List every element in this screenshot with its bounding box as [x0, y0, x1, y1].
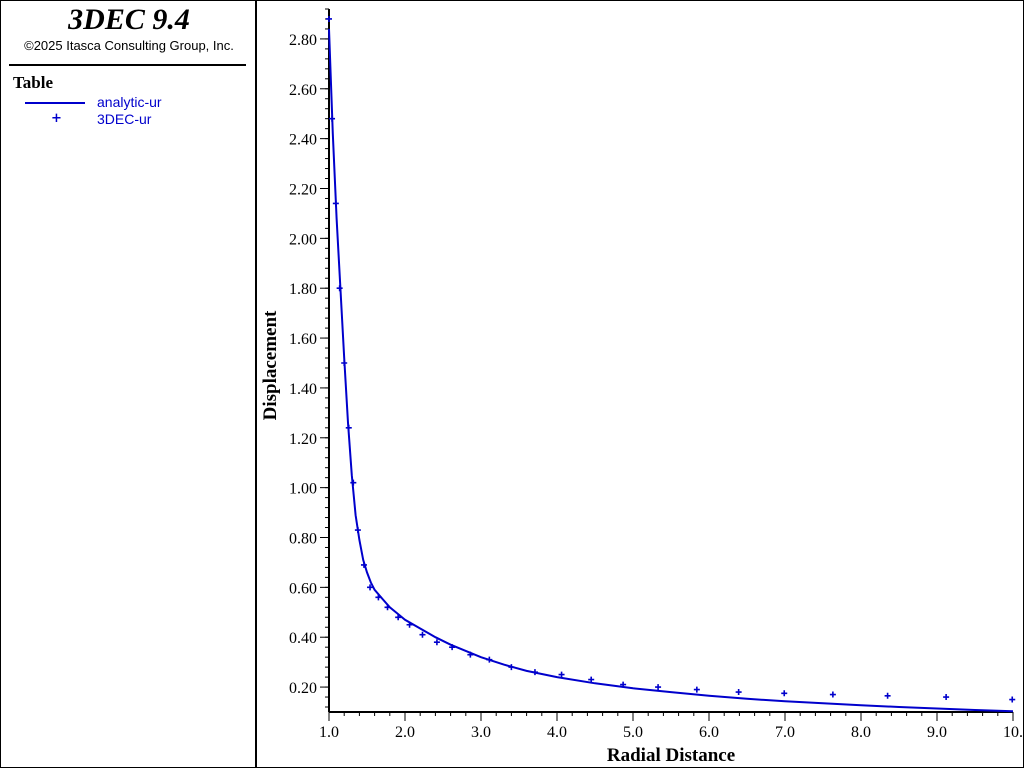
data-point — [781, 690, 788, 697]
data-point — [395, 614, 402, 621]
chart-area: 0.20 0.40 0.60 0.80 1.00 1.20 1.40 1.60 1.80 2.00… — [260, 8, 1023, 766]
y-axis-label: Displacement — [260, 310, 281, 420]
data-point — [360, 561, 367, 568]
legend-label: analytic-ur — [97, 94, 162, 110]
data-point — [367, 584, 374, 591]
app-title: 3DEC 9.4 — [68, 3, 190, 36]
data-point — [419, 631, 426, 638]
data-point — [486, 656, 493, 663]
copyright-text: ©2025 Itasca Consulting Group, Inc. — [24, 38, 234, 53]
axes — [328, 9, 1013, 713]
x-tick-label: 10. — [1003, 724, 1023, 741]
line-swatch-icon — [25, 102, 85, 104]
data-point — [508, 664, 515, 671]
data-point — [329, 115, 336, 122]
data-point — [655, 684, 662, 691]
x-tick-label: 6.0 — [699, 724, 719, 741]
data-point — [1009, 696, 1016, 703]
x-tick-label: 3.0 — [471, 724, 491, 741]
data-point — [326, 15, 332, 22]
y-tick-label: 2.60 — [289, 82, 317, 99]
data-point — [531, 669, 538, 676]
y-tick-label: 1.20 — [289, 431, 317, 448]
y-tick-label: 0.60 — [289, 580, 317, 597]
series-line-analytic-ur — [328, 28, 1014, 713]
x-tick-label: 2.0 — [395, 724, 415, 741]
y-tick-label: 2.80 — [289, 32, 317, 49]
y-tick-label: 0.80 — [289, 530, 317, 547]
data-point — [735, 689, 742, 696]
data-point — [433, 639, 440, 646]
series-markers-3DEC-ur — [326, 15, 1016, 703]
x-axis-label: Radial Distance — [607, 745, 735, 766]
y-tick-label: 0.40 — [289, 630, 317, 647]
y-tick-label: 0.20 — [289, 680, 317, 697]
legend-label: 3DEC-ur — [97, 111, 152, 127]
data-point — [336, 285, 343, 292]
data-point — [829, 691, 836, 698]
y-tick-label: 2.20 — [289, 181, 317, 198]
x-tick-label: 4.0 — [547, 724, 567, 741]
x-tick-label: 8.0 — [851, 724, 871, 741]
data-point — [354, 527, 361, 534]
y-tick-label: 1.40 — [289, 381, 317, 398]
data-point — [588, 676, 595, 683]
legend-panel: 3DEC 9.4 ©2025 Itasca Consulting Group, … — [1, 1, 257, 767]
data-point — [467, 651, 474, 658]
x-tick-label: 5.0 — [623, 724, 643, 741]
y-axis-ticks: 0.20 0.40 0.60 0.80 1.00 1.20 1.40 1.60 1.80 2.00… — [289, 8, 329, 708]
data-point — [375, 594, 382, 601]
data-point — [620, 681, 627, 688]
data-point — [693, 686, 700, 693]
data-point — [558, 671, 565, 678]
y-tick-label: 2.40 — [289, 132, 317, 149]
data-point — [332, 200, 339, 207]
data-point — [341, 359, 348, 366]
data-point — [406, 621, 413, 628]
data-point — [345, 424, 352, 431]
y-tick-label: 1.80 — [289, 281, 317, 298]
data-point — [350, 479, 357, 486]
x-tick-label: 9.0 — [927, 724, 947, 741]
data-point — [943, 694, 950, 701]
series-group — [326, 15, 1016, 713]
y-tick-label: 2.00 — [289, 231, 317, 248]
legend-item-3dec-ur: + 3DEC-ur — [21, 110, 241, 128]
y-tick-label: 1.60 — [289, 331, 317, 348]
data-point — [384, 604, 391, 611]
x-tick-label: 7.0 — [775, 724, 795, 741]
legend-item-analytic-ur: analytic-ur — [21, 93, 241, 111]
x-axis-ticks: 1.0 2.0 3.0 4.0 5.0 6.0 7.0 8.0 9.0 10. — [319, 712, 1023, 741]
legend-separator — [9, 64, 246, 66]
plus-marker-icon: + — [51, 111, 62, 126]
y-tick-label: 1.00 — [289, 481, 317, 498]
legend-title: Table — [13, 73, 54, 92]
data-point — [449, 644, 456, 651]
data-point — [884, 692, 891, 699]
x-tick-label: 1.0 — [319, 724, 339, 741]
